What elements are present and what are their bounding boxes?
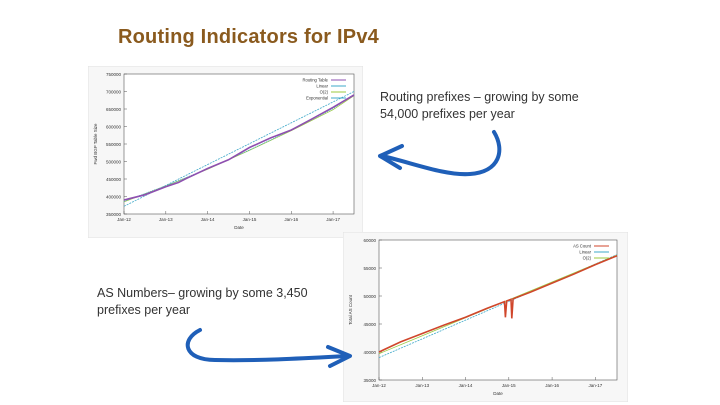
x-tick-label: Jan-16 — [545, 383, 559, 388]
y-tick-label: 55000 — [363, 266, 376, 271]
y-tick-label: 450000 — [106, 177, 122, 182]
y-tick-label: 650000 — [106, 107, 122, 112]
routing-prefixes-note: Routing prefixes – growing by some 54,00… — [380, 90, 579, 121]
legend-label: O(2) — [583, 256, 592, 261]
bottom-curved-arrow — [185, 328, 350, 363]
as-count-chart: 35000 40000 45000 50000 55000 60000 Jan-12 Jan-… — [343, 232, 628, 402]
legend-label: Routing Table — [302, 78, 328, 83]
legend-label: Linear — [579, 250, 591, 255]
x-axis-label: Date — [493, 391, 503, 396]
y-tick-label: 40000 — [363, 350, 376, 355]
x-tick-label: Jan-15 — [502, 383, 516, 388]
y-axis-label: Fwd BGP Table Size — [93, 123, 98, 165]
top-arrow-head — [378, 144, 404, 170]
y-axis-label: Total AS Count — [348, 294, 353, 325]
slide-title: Routing Indicators for IPv4 — [118, 26, 379, 48]
top-curved-arrow — [380, 130, 502, 177]
y-tick-label: 50000 — [363, 294, 376, 299]
series-line-as-count — [378, 254, 618, 353]
legend-label: O(2) — [320, 90, 329, 95]
x-tick-label: Jan-16 — [284, 217, 298, 222]
x-tick-label: Jan-14 — [459, 383, 473, 388]
bottom-arrow-head — [326, 345, 352, 368]
x-tick-label: Jan-14 — [201, 217, 215, 222]
x-tick-label: Jan-15 — [243, 217, 257, 222]
y-tick-label: 400000 — [106, 195, 122, 200]
y-tick-label: 750000 — [106, 72, 122, 77]
y-tick-label: 500000 — [106, 160, 122, 165]
y-tick-label: 60000 — [363, 238, 376, 243]
routing-table-chart: 350000 400000 450000 500000 550000 600000 6500… — [88, 66, 363, 238]
as-numbers-note: AS Numbers– growing by some 3,450 prefix… — [97, 286, 308, 317]
y-tick-label: 550000 — [106, 142, 122, 147]
plot-area — [123, 73, 355, 215]
x-tick-label: Jan-12 — [117, 217, 131, 222]
y-tick-label: 700000 — [106, 90, 122, 95]
series-line-routing-table — [123, 94, 355, 201]
x-tick-label: Jan-12 — [372, 383, 386, 388]
y-tick-label: 600000 — [106, 125, 122, 130]
y-tick-label: 35000 — [363, 378, 376, 383]
x-tick-label: Jan-13 — [415, 383, 429, 388]
x-axis-label: Date — [234, 225, 244, 230]
legend-label: Linear — [316, 84, 328, 89]
x-tick-label: Jan-17 — [326, 217, 340, 222]
x-tick-label: Jan-13 — [159, 217, 173, 222]
legend-label: Exponential — [306, 96, 328, 101]
y-tick-label: 350000 — [106, 212, 122, 217]
x-tick-label: Jan-17 — [588, 383, 602, 388]
plot-area — [378, 239, 618, 381]
series-line-exponential — [123, 93, 355, 202]
y-tick-label: 45000 — [363, 322, 376, 327]
legend-label: AS Count — [573, 244, 592, 249]
